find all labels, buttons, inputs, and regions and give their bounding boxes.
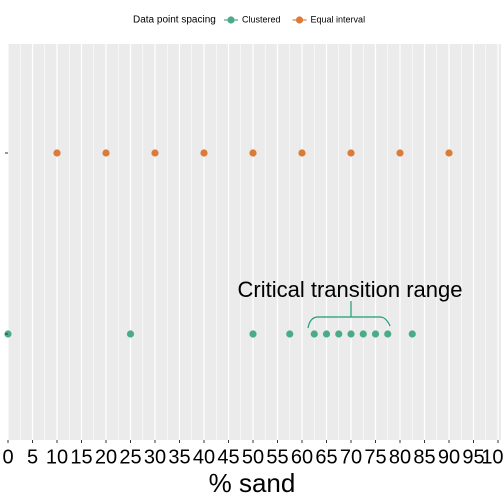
x-tick-label: 0: [2, 446, 13, 468]
x-tick-label: 10: [46, 446, 68, 468]
point: [408, 330, 416, 338]
point: [249, 330, 257, 338]
point: [347, 330, 355, 338]
x-tick-label: 50: [242, 446, 264, 468]
x-tick-label: 45: [217, 446, 239, 468]
point: [347, 149, 355, 157]
x-axis-label: % sand: [209, 468, 296, 498]
x-tick-label: 65: [315, 446, 337, 468]
point: [126, 330, 135, 338]
point: [371, 330, 380, 338]
point: [298, 149, 306, 157]
point: [200, 149, 208, 157]
legend-key: [295, 16, 304, 24]
point: [310, 330, 318, 338]
point: [102, 149, 110, 157]
bracket: [307, 301, 391, 329]
x-tick-label: 40: [193, 446, 215, 468]
point: [322, 330, 331, 338]
point: [445, 149, 453, 157]
x-tick-label: 70: [340, 446, 362, 468]
legend-label: Equal interval: [311, 14, 366, 24]
x-tick-label: 90: [438, 446, 460, 468]
point: [286, 330, 294, 338]
point: [151, 149, 159, 157]
legend-title: Data point spacing: [133, 15, 216, 26]
x-tick-label: 35: [168, 446, 190, 468]
x-tick-label: 100: [481, 446, 504, 468]
x-tick-label: 15: [70, 446, 92, 468]
annotation: Critical transition range: [238, 277, 463, 302]
x-tick-label: 25: [119, 446, 141, 468]
point: [249, 149, 257, 157]
panel: [8, 44, 501, 440]
legend-label: Clustered: [242, 14, 281, 24]
x-tick-label: 60: [291, 446, 313, 468]
x-tick-label: 80: [389, 446, 411, 468]
x-tick-label: 20: [95, 446, 117, 468]
x-tick-label: 95: [462, 446, 484, 468]
x-tick-label: 5: [27, 446, 38, 468]
x-tick-label: 30: [144, 446, 166, 468]
x-tick-label: 75: [364, 446, 386, 468]
point: [335, 330, 343, 338]
point: [396, 149, 404, 157]
x-tick-label: 85: [413, 446, 435, 468]
point: [53, 149, 61, 157]
x-tick-label: 55: [266, 446, 288, 468]
legend-key: [227, 16, 235, 24]
point: [384, 330, 392, 338]
marks: [4, 149, 453, 338]
grid: [7, 44, 499, 440]
point: [359, 330, 367, 338]
